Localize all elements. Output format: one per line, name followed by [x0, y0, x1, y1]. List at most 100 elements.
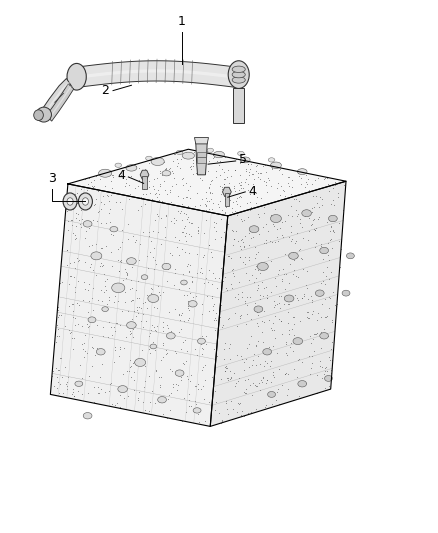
Point	[237, 181, 244, 189]
Point	[62, 321, 69, 330]
Point	[178, 228, 185, 237]
Point	[308, 207, 315, 216]
Point	[145, 407, 152, 415]
Point	[330, 225, 337, 234]
Point	[232, 187, 239, 195]
Point	[117, 256, 124, 265]
Point	[219, 205, 226, 214]
Point	[258, 168, 265, 177]
Point	[199, 253, 206, 262]
Point	[261, 357, 268, 365]
Point	[318, 300, 325, 309]
Point	[228, 207, 235, 216]
Point	[110, 171, 117, 179]
Point	[121, 297, 128, 306]
Point	[160, 168, 167, 177]
Point	[167, 217, 174, 225]
Point	[184, 372, 191, 381]
Point	[308, 352, 315, 360]
Point	[165, 264, 172, 273]
Point	[333, 302, 340, 310]
Point	[314, 309, 321, 318]
Point	[187, 163, 194, 171]
Point	[290, 346, 297, 355]
Point	[154, 322, 161, 330]
Point	[277, 182, 284, 190]
Point	[135, 395, 142, 404]
Point	[170, 213, 177, 222]
Point	[82, 201, 89, 210]
Point	[322, 272, 329, 280]
Point	[162, 164, 170, 172]
Point	[240, 241, 247, 250]
Ellipse shape	[150, 344, 156, 349]
Point	[240, 366, 247, 374]
Point	[256, 379, 263, 387]
Point	[130, 385, 137, 394]
Point	[269, 342, 276, 351]
Point	[158, 171, 165, 180]
Point	[237, 242, 244, 251]
Point	[308, 390, 315, 399]
Point	[203, 292, 210, 301]
Point	[163, 261, 170, 270]
Point	[210, 269, 217, 278]
Point	[306, 314, 313, 322]
Ellipse shape	[126, 165, 137, 171]
Point	[267, 211, 274, 219]
Point	[202, 216, 209, 224]
Point	[220, 354, 227, 363]
Point	[109, 400, 116, 409]
Point	[288, 228, 295, 237]
Point	[258, 328, 265, 336]
Point	[78, 340, 85, 349]
Point	[269, 220, 276, 228]
Point	[65, 280, 72, 288]
Point	[53, 321, 60, 329]
Point	[237, 314, 244, 322]
Point	[190, 169, 197, 178]
Point	[191, 300, 198, 308]
Point	[260, 284, 267, 292]
Point	[159, 339, 166, 348]
Polygon shape	[46, 84, 74, 121]
Point	[194, 223, 201, 231]
Point	[314, 316, 321, 325]
Point	[168, 182, 175, 190]
Point	[151, 345, 158, 354]
Point	[254, 280, 261, 289]
Point	[88, 177, 95, 186]
Polygon shape	[233, 88, 244, 123]
Point	[107, 176, 114, 185]
Point	[286, 193, 293, 201]
Ellipse shape	[193, 408, 201, 413]
Point	[108, 379, 115, 387]
Point	[202, 416, 209, 425]
Point	[210, 151, 217, 160]
Ellipse shape	[342, 290, 350, 296]
Point	[261, 239, 268, 247]
Point	[253, 342, 260, 350]
Point	[185, 390, 192, 398]
Point	[325, 251, 332, 260]
Point	[252, 381, 259, 389]
Point	[254, 248, 261, 256]
Point	[292, 272, 299, 280]
Ellipse shape	[249, 226, 259, 232]
Point	[271, 274, 278, 282]
Point	[216, 157, 223, 166]
Point	[271, 222, 278, 230]
Point	[111, 401, 118, 409]
Point	[313, 239, 320, 247]
Point	[293, 195, 300, 203]
Point	[173, 380, 180, 389]
Point	[170, 383, 177, 391]
Point	[258, 317, 265, 325]
Point	[146, 329, 153, 337]
Point	[180, 174, 187, 182]
Point	[226, 196, 233, 205]
Point	[244, 293, 251, 301]
Point	[73, 299, 80, 308]
Point	[276, 165, 283, 174]
Point	[95, 207, 102, 216]
